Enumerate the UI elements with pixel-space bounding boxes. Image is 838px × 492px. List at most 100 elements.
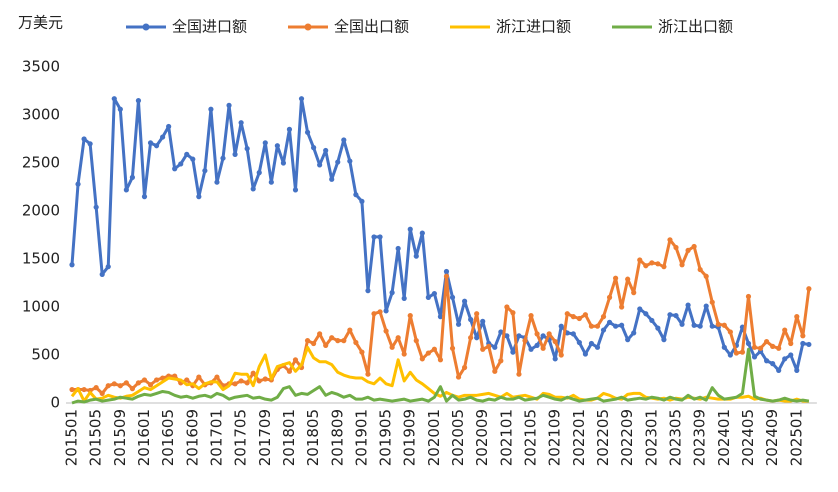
series-marker [552,338,558,345]
series-line [71,347,810,405]
series-marker [631,330,637,336]
series-marker [468,316,474,323]
series-marker [480,346,486,352]
legend-label: 浙江进口额 [496,18,571,36]
series-marker [462,364,468,371]
series-marker [304,338,311,344]
series-marker [600,314,607,320]
series-marker [733,350,740,356]
series-marker [220,155,226,161]
series-marker [625,337,631,343]
series-marker [437,357,444,363]
y-tick-label: 1000 [22,298,60,316]
series-marker [564,311,570,317]
series-marker [413,253,419,259]
series-marker [323,342,329,348]
series-marker [703,273,709,279]
x-tick-label: 202301 [642,409,660,466]
series-marker [576,315,582,322]
series-marker [280,160,286,166]
series-marker [123,380,129,386]
series-marker [800,333,806,339]
series-marker [395,335,401,341]
series-marker [770,361,776,367]
y-tick-label: 500 [31,346,60,364]
x-tick-label: 202001 [425,409,443,466]
series-marker [407,226,413,232]
series-marker [745,340,752,347]
series-marker [311,145,317,151]
series-line [70,97,810,372]
legend-marker [304,23,312,31]
series-marker [431,290,437,297]
series-marker [341,137,347,143]
series-marker [498,329,504,335]
series-marker [649,317,655,324]
series-marker [794,314,800,320]
series-marker [691,322,697,328]
series-marker [715,321,721,327]
series-marker [613,275,619,281]
series-marker [776,345,782,351]
legend-label: 全国进口额 [172,18,247,36]
series-marker [655,325,661,331]
series-marker [407,313,413,319]
y-tick-label: 3000 [22,106,60,124]
series-marker [413,338,419,344]
series-marker [147,140,154,146]
series-marker [770,343,776,349]
series-marker [214,179,220,185]
series-marker [153,377,160,383]
series-marker [516,333,522,339]
series-marker [504,304,510,310]
series-marker [274,143,280,149]
series-marker [745,293,752,300]
series-marker [250,186,256,192]
series-marker [178,161,184,167]
series-marker [244,380,250,386]
series-marker [504,333,510,339]
y-tick-label: 2000 [22,202,60,220]
series-marker [709,323,715,329]
series-marker [594,344,601,350]
series-marker [69,262,75,268]
x-tick-label: 201705 [232,409,250,466]
series-marker [311,340,317,347]
x-tick-label: 202109 [546,409,564,466]
series-marker [534,331,540,337]
series-marker [353,192,359,198]
series-marker [347,158,353,164]
series-marker [117,383,123,389]
series-marker [486,343,492,349]
y-axis-label: 万美元 [18,14,63,32]
series-marker [655,261,661,267]
series-marker [166,123,172,130]
series-marker [238,120,244,126]
series-marker [99,271,105,277]
series-marker [383,328,389,334]
series-marker [498,358,504,364]
series-marker [419,230,425,236]
series-marker [208,106,214,112]
series-marker [600,327,607,333]
series-marker [727,329,733,335]
series-marker [105,383,111,389]
series-marker [449,294,456,300]
x-tick-label: 201609 [183,409,201,466]
series-marker [528,346,534,352]
series-marker [606,294,613,300]
series-marker [492,368,498,374]
series-marker [341,338,347,344]
series-marker [268,179,274,185]
series-marker [685,247,691,253]
series-marker [806,286,812,292]
series-marker [232,151,238,157]
series-marker [141,377,148,383]
series-marker [455,321,462,327]
series-marker [510,349,516,355]
series-marker [673,313,679,319]
series-marker [516,371,522,377]
series-marker [214,374,220,380]
x-tick-label: 202205 [594,409,612,466]
